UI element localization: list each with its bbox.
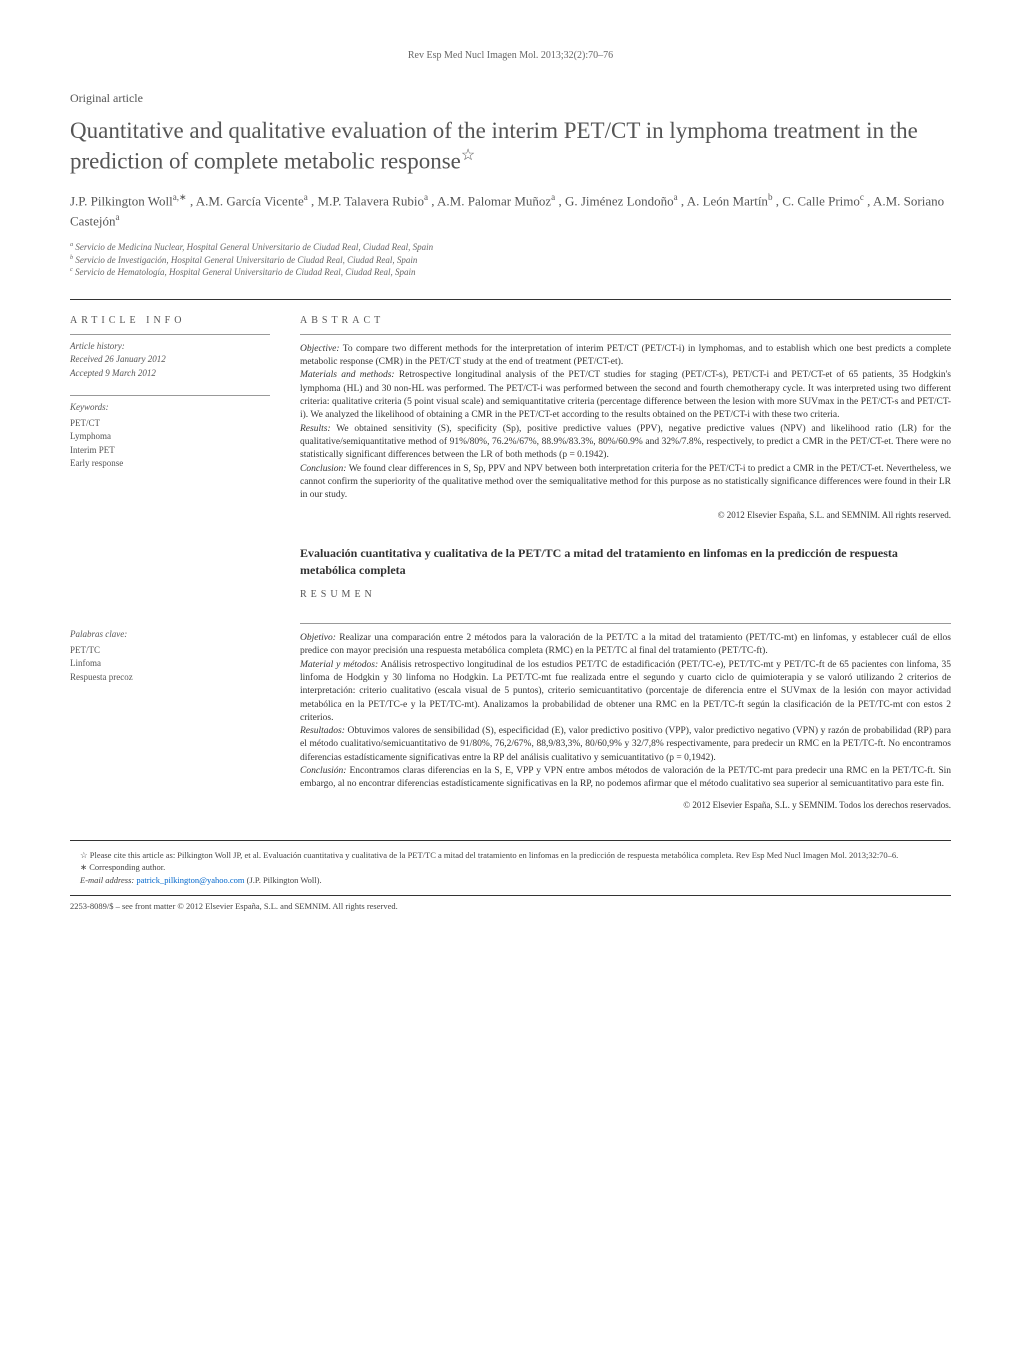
objetivo-label: Objetivo: (300, 633, 336, 643)
results-label: Results: (300, 424, 331, 434)
article-info-column: article info Article history: Received 2… (70, 300, 270, 608)
objective-text: To compare two different methods for the… (300, 344, 951, 367)
author-sup: c (860, 192, 864, 202)
abstract-row: article info Article history: Received 2… (70, 300, 951, 608)
author: , G. Jiménez Londoño (558, 194, 673, 209)
keywords-es-label: Palabras clave: (70, 628, 270, 642)
affiliation-a: a Servicio de Medicina Nuclear, Hospital… (70, 241, 951, 254)
author-sup: a (551, 192, 555, 202)
email-footnote: E-mail address: patrick_pilkington@yahoo… (80, 874, 951, 887)
copyright-es: © 2012 Elsevier España, S.L. y SEMNIM. T… (300, 800, 951, 810)
title-footnote-star: ☆ (461, 147, 475, 164)
conclusion-text: We found clear differences in S, Sp, PPV… (300, 464, 951, 501)
keyword: Interim PET (70, 445, 115, 455)
conclusion-es-label: Conclusión: (300, 766, 346, 776)
footnotes: ☆ Please cite this article as: Pilkingto… (70, 840, 951, 887)
author-sup: b (768, 192, 773, 202)
history-label: Article history: (70, 341, 125, 351)
keywords-es-column: Palabras clave: PET/TC Linfoma Respuesta… (70, 608, 270, 810)
article-info-heading: article info (70, 315, 270, 326)
issn-line: 2253-8089/$ – see front matter © 2012 El… (70, 895, 951, 911)
keyword: Lymphoma (70, 431, 111, 441)
keyword: Early response (70, 458, 123, 468)
corresponding-footnote: ∗ Corresponding author. (80, 861, 951, 874)
email-label: E-mail address: (80, 875, 134, 885)
article-history: Article history: Received 26 January 201… (70, 334, 270, 381)
objetivo-text: Realizar una comparación entre 2 métodos… (300, 633, 951, 656)
author: , C. Calle Primo (776, 194, 860, 209)
resumen-heading: resumen (300, 589, 951, 600)
email-author: (J.P. Pilkington Woll). (245, 875, 322, 885)
abstract-column: abstract Objective: To compare two diffe… (300, 300, 951, 608)
resultados-text: Obtuvimos valores de sensibilidad (S), e… (300, 726, 951, 763)
methods-text: Retrospective longitudinal analysis of t… (300, 370, 951, 420)
conclusion-label: Conclusion: (300, 464, 346, 474)
resumen-column: Objetivo: Realizar una comparación entre… (300, 608, 951, 810)
keyword: Respuesta precoz (70, 672, 133, 682)
abstract-es: Objetivo: Realizar una comparación entre… (300, 623, 951, 792)
abstract-heading: abstract (300, 315, 951, 326)
methods-label: Materials and methods: (300, 370, 395, 380)
author: , A.M. Palomar Muñoz (431, 194, 551, 209)
keywords-label: Keywords: (70, 401, 270, 415)
author: , A. León Martín (681, 194, 768, 209)
author: , M.P. Talavera Rubio (311, 194, 424, 209)
article-type: Original article (70, 91, 951, 106)
affiliation-c: c Servicio de Hematología, Hospital Gene… (70, 266, 951, 279)
affiliation-b: b Servicio de Investigación, Hospital Ge… (70, 254, 951, 267)
author-sup: a,∗ (173, 192, 187, 202)
keyword: PET/CT (70, 418, 100, 428)
accepted-date: Accepted 9 March 2012 (70, 368, 156, 378)
abstract-en: Objective: To compare two different meth… (300, 334, 951, 503)
author-sup: a (674, 192, 678, 202)
objective-label: Objective: (300, 344, 340, 354)
received-date: Received 26 January 2012 (70, 354, 166, 364)
journal-reference: Rev Esp Med Nucl Imagen Mol. 2013;32(2):… (70, 50, 951, 61)
resultados-label: Resultados: (300, 726, 345, 736)
keywords-es: Palabras clave: PET/TC Linfoma Respuesta… (70, 623, 270, 684)
author-sup: a (116, 212, 120, 222)
authors-list: J.P. Pilkington Wolla,∗ , A.M. García Vi… (70, 191, 951, 231)
author: J.P. Pilkington Woll (70, 194, 173, 209)
results-text: We obtained sensitivity (S), specificity… (300, 424, 951, 461)
copyright-en: © 2012 Elsevier España, S.L. and SEMNIM.… (300, 510, 951, 520)
author: , A.M. García Vicente (190, 194, 304, 209)
keyword: PET/TC (70, 645, 100, 655)
author-sup: a (424, 192, 428, 202)
author-sup: a (304, 192, 308, 202)
metodos-text: Análisis retrospectivo longitudinal de l… (300, 660, 951, 723)
keywords-en: Keywords: PET/CT Lymphoma Interim PET Ea… (70, 395, 270, 471)
title-text: Quantitative and qualitative evaluation … (70, 118, 918, 174)
email-link[interactable]: patrick_pilkington@yahoo.com (136, 875, 244, 885)
article-title: Quantitative and qualitative evaluation … (70, 116, 951, 176)
resumen-row: Palabras clave: PET/TC Linfoma Respuesta… (70, 608, 951, 810)
conclusion-es-text: Encontramos claras diferencias en la S, … (300, 766, 951, 789)
affiliations: a Servicio de Medicina Nuclear, Hospital… (70, 241, 951, 279)
spanish-title: Evaluación cuantitativa y cualitativa de… (300, 545, 951, 579)
cite-footnote: ☆ Please cite this article as: Pilkingto… (80, 849, 951, 862)
keyword: Linfoma (70, 658, 101, 668)
metodos-label: Material y métodos: (300, 660, 378, 670)
